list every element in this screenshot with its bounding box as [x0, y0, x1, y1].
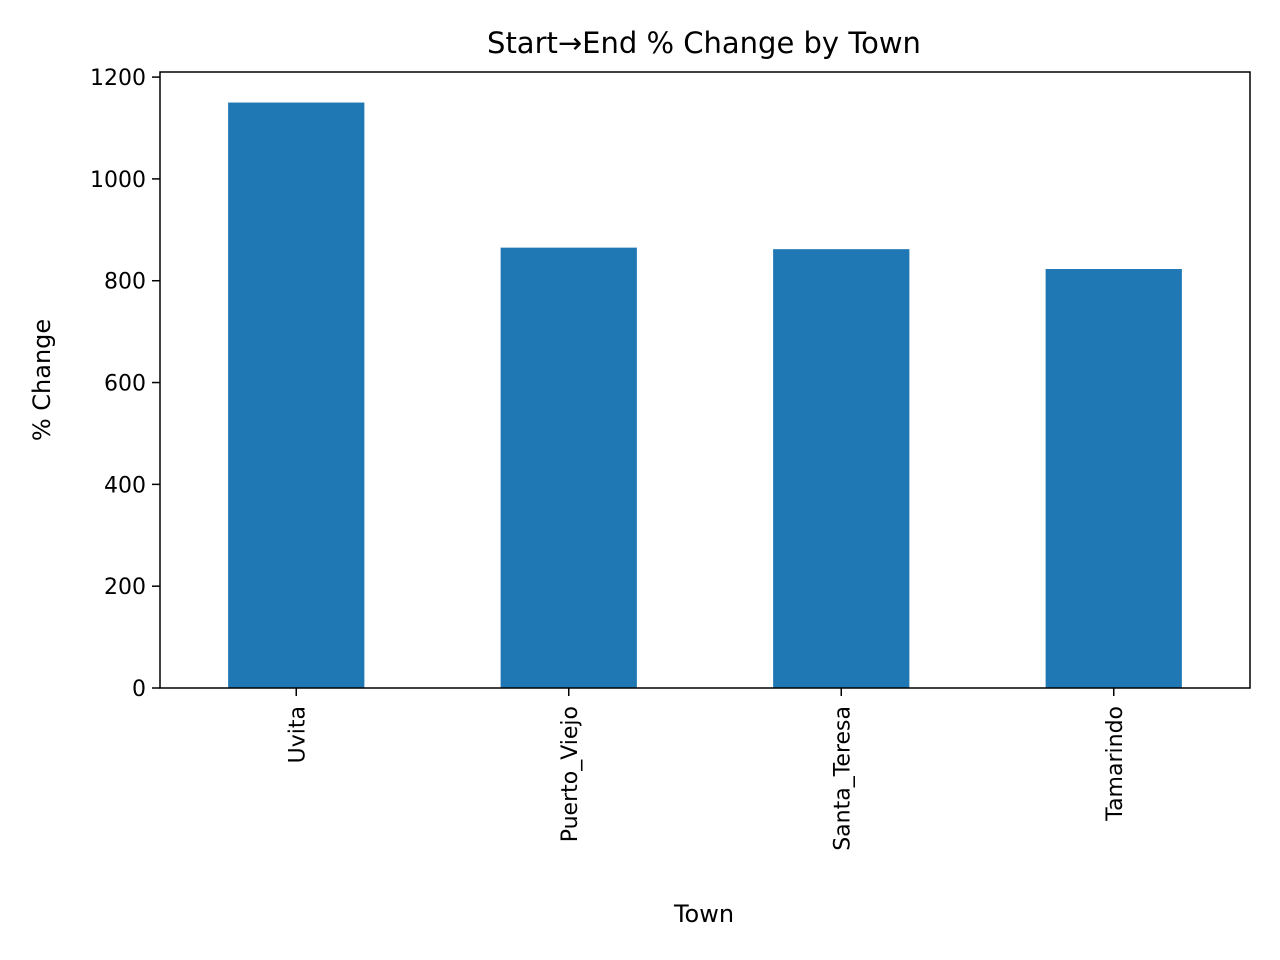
plot-frame — [159, 71, 1251, 689]
x-tick-label: Tamarindo — [1103, 706, 1128, 822]
y-tick-label: 200 — [104, 575, 146, 600]
bar-uvita — [228, 102, 365, 688]
y-tick-label: 0 — [132, 677, 146, 702]
y-tick-label: 400 — [104, 473, 146, 498]
chart-title: Start→End % Change by Town — [487, 26, 921, 60]
x-tick-label: Puerto_Viejo — [558, 706, 583, 842]
y-tick-label: 1200 — [90, 66, 146, 91]
y-tick-label: 1000 — [90, 168, 146, 193]
bars-group — [228, 102, 1182, 689]
y-axis-label: % Change — [28, 319, 56, 441]
y-tick-label: 600 — [104, 372, 146, 397]
x-axis-label: Town — [673, 900, 734, 928]
x-tick-label: Santa_Teresa — [830, 706, 855, 851]
y-axis: 0 200 400 600 800 1000 1200 — [90, 66, 160, 702]
x-axis: Uvita Puerto_Viejo Santa_Teresa Tamarindo — [285, 688, 1128, 851]
y-tick-label: 800 — [104, 270, 146, 295]
bar-tamarindo — [1045, 269, 1182, 688]
bar-santa-teresa — [773, 249, 910, 688]
bar-puerto-viejo — [500, 247, 637, 689]
x-tick-label: Uvita — [285, 706, 310, 763]
